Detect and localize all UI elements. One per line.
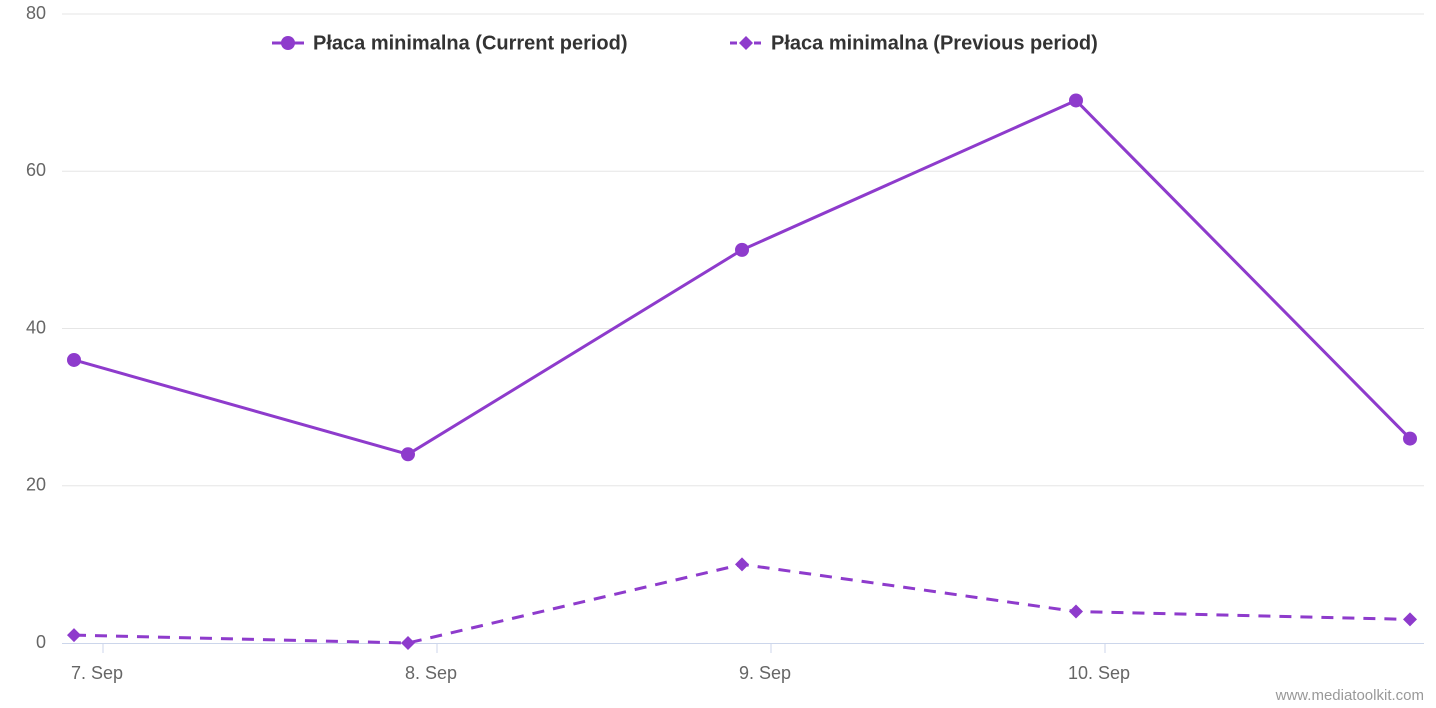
data-point bbox=[401, 447, 415, 462]
y-tick-label: 20 bbox=[26, 475, 46, 495]
series-line bbox=[73, 98, 1412, 456]
data-point bbox=[67, 628, 81, 643]
data-point bbox=[735, 242, 749, 257]
y-tick-label: 40 bbox=[26, 317, 46, 337]
legend-symbol bbox=[281, 36, 295, 50]
data-point bbox=[1069, 93, 1083, 108]
x-tick-label: 10. Sep bbox=[1068, 663, 1130, 683]
legend-item[interactable]: Płaca minimalna (Previous period) bbox=[730, 32, 1098, 54]
data-point bbox=[1403, 431, 1417, 446]
x-tick-label: 9. Sep bbox=[739, 663, 791, 683]
x-tick-label: 7. Sep bbox=[71, 663, 123, 683]
data-point bbox=[67, 352, 81, 367]
legend-label: Płaca minimalna (Current period) bbox=[313, 32, 628, 54]
credits[interactable]: www.mediatoolkit.com bbox=[1275, 687, 1424, 704]
data-point bbox=[1069, 604, 1083, 619]
data-point bbox=[401, 636, 415, 650]
legend-label: Płaca minimalna (Previous period) bbox=[771, 32, 1098, 54]
legend-item[interactable]: Płaca minimalna (Current period) bbox=[272, 32, 628, 54]
y-tick-label: 60 bbox=[26, 160, 46, 180]
x-tick-label: 8. Sep bbox=[405, 663, 457, 683]
data-point bbox=[1403, 612, 1417, 627]
series-line bbox=[73, 562, 1411, 645]
y-tick-label: 0 bbox=[36, 632, 46, 652]
data-point bbox=[735, 557, 749, 572]
y-tick-label: 80 bbox=[26, 3, 46, 23]
legend-symbol bbox=[739, 36, 753, 50]
